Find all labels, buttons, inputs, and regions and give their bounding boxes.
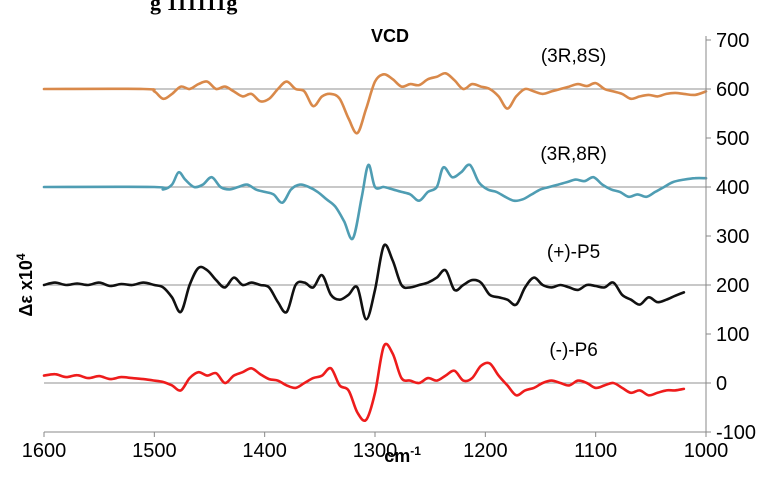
- y-axis-label-text: Δε x10: [16, 260, 36, 317]
- series-label-1: (3R,8R): [540, 144, 607, 165]
- x-axis-label-exponent: -1: [410, 444, 421, 458]
- chart-title: VCD: [371, 26, 409, 46]
- x-axis-label: cm-1: [384, 444, 421, 466]
- y-axis-label: Δε x104: [14, 253, 36, 317]
- baselines: [44, 88, 706, 384]
- x-tick-label: 1600: [22, 440, 67, 462]
- series-line-2: [42, 243, 686, 321]
- y-tick-label: 700: [716, 30, 749, 52]
- x-axis-ticks: 1600 1500 1400 1300 1200 1100 1000: [22, 432, 729, 462]
- series-label-2: (+)-P5: [547, 242, 600, 263]
- y-tick-label: 500: [716, 128, 749, 150]
- series-label-3: (-)-P6: [549, 340, 598, 361]
- top-caption: g 111111g: [150, 0, 237, 15]
- series-labels: (3R,8S) (3R,8R) (+)-P5 (-)-P6: [540, 46, 607, 361]
- y-axis-label-exponent: 4: [14, 253, 28, 260]
- y-tick-label: -100: [716, 422, 756, 444]
- x-tick-label: 1200: [463, 440, 508, 462]
- x-tick-label: 1500: [132, 440, 177, 462]
- y-axis-ticks: 700 600 500 400 300 200 100 0 -100: [706, 30, 756, 444]
- x-tick-label: 1400: [242, 440, 287, 462]
- series-label-0: (3R,8S): [541, 46, 606, 67]
- series-lines: [42, 71, 708, 422]
- y-tick-label: 600: [716, 79, 749, 101]
- series-line-1: [42, 163, 708, 241]
- series-line-3: [42, 342, 686, 422]
- x-axis-label-unit: cm: [384, 446, 410, 466]
- x-tick-label: 1300: [353, 440, 398, 462]
- y-tick-label: 100: [716, 324, 749, 346]
- x-tick-label: 1000: [684, 440, 729, 462]
- x-tick-label: 1100: [574, 440, 617, 462]
- y-tick-label: 300: [716, 226, 749, 248]
- y-tick-label: 0: [716, 373, 727, 395]
- series-line-0: [42, 71, 708, 135]
- y-tick-label: 200: [716, 275, 749, 297]
- y-tick-label: 400: [716, 177, 749, 199]
